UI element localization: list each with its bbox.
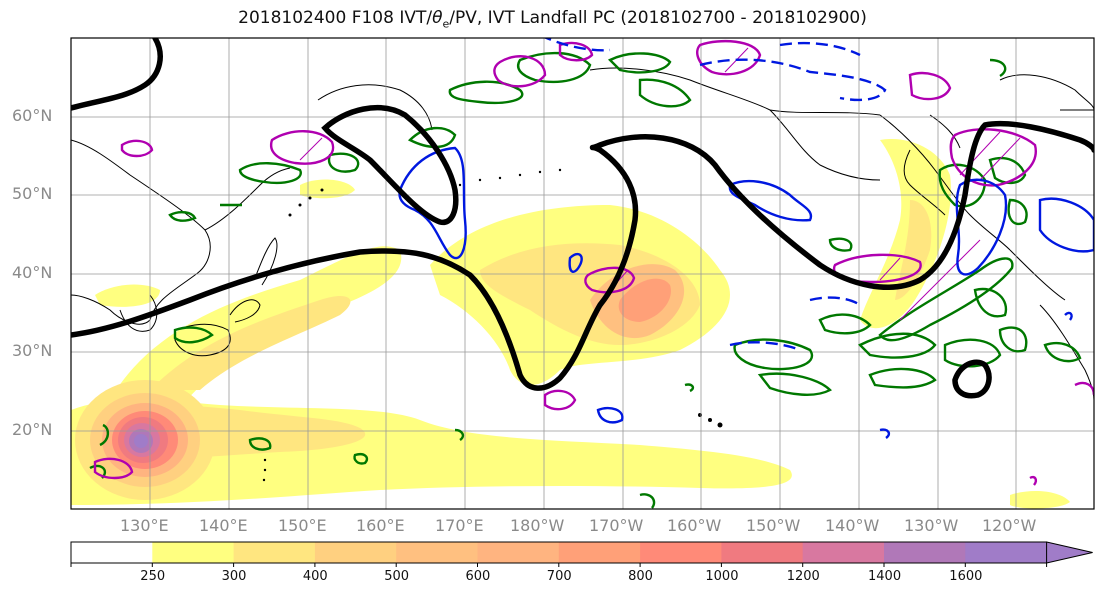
colorbar-segment	[233, 542, 316, 563]
colorbar-segment	[965, 542, 1048, 563]
lon-label-140e: 140°E	[199, 516, 248, 535]
colorbar-segment	[477, 542, 560, 563]
lon-label-160e: 160°E	[356, 516, 405, 535]
lon-label-180w: 180°W	[510, 516, 565, 535]
colorbar-segment	[396, 542, 478, 563]
colorbar-segment	[558, 542, 641, 563]
lon-label-150w: 150°W	[746, 516, 801, 535]
lon-label-170w: 170°W	[589, 516, 644, 535]
colorbar-level-label: 700	[546, 569, 572, 584]
colorbar-level-label: 300	[221, 569, 247, 584]
pv-low-contours	[398, 38, 1094, 439]
colorbar-segment	[721, 542, 804, 563]
figure-title: 2018102400 F108 IVT/θe/PV, IVT Landfall …	[238, 8, 867, 31]
map-frame	[70, 37, 1095, 510]
lat-label-20: 20°N	[12, 420, 53, 439]
colorbar-level-label: 1400	[868, 569, 902, 584]
lon-label-150e: 150°E	[278, 516, 327, 535]
colorbar-segment	[802, 542, 885, 563]
lat-label-60: 60°N	[12, 106, 53, 125]
colorbar-level-label: 600	[465, 569, 491, 584]
map-area	[71, 38, 1094, 509]
island-dots	[262, 168, 723, 482]
lat-label-50: 50°N	[12, 184, 53, 203]
colorbar-level-label: 1000	[705, 569, 739, 584]
colorbar-level-label: 1600	[949, 569, 983, 584]
lon-label-130w: 130°W	[904, 516, 959, 535]
lon-label-140w: 140°W	[825, 516, 880, 535]
lat-label-40: 40°N	[12, 263, 53, 282]
gridlines	[71, 38, 1094, 509]
colorbar-extend-arrow	[1046, 541, 1093, 564]
lat-label-30: 30°N	[12, 341, 53, 360]
lon-label-120w: 120°W	[982, 516, 1037, 535]
jet-contour	[71, 38, 1094, 399]
colorbar-segment	[152, 542, 235, 563]
lon-label-170e: 170°E	[435, 516, 484, 535]
colorbar-level-label: 1200	[786, 569, 820, 584]
colorbar-segment	[71, 542, 153, 563]
pv-high-contours	[93, 39, 1094, 486]
colorbar-segment	[314, 542, 397, 563]
colorbar-level-label: 500	[384, 569, 410, 584]
colorbar-level-label: 250	[140, 569, 166, 584]
colorbar-segment	[640, 542, 722, 563]
lon-label-160w: 160°W	[667, 516, 722, 535]
colorbar-segment	[884, 542, 966, 563]
colorbar	[70, 541, 1093, 567]
colorbar-level-label: 800	[628, 569, 653, 584]
colorbar-level-label: 400	[302, 569, 328, 584]
lon-label-130e: 130°E	[120, 516, 169, 535]
